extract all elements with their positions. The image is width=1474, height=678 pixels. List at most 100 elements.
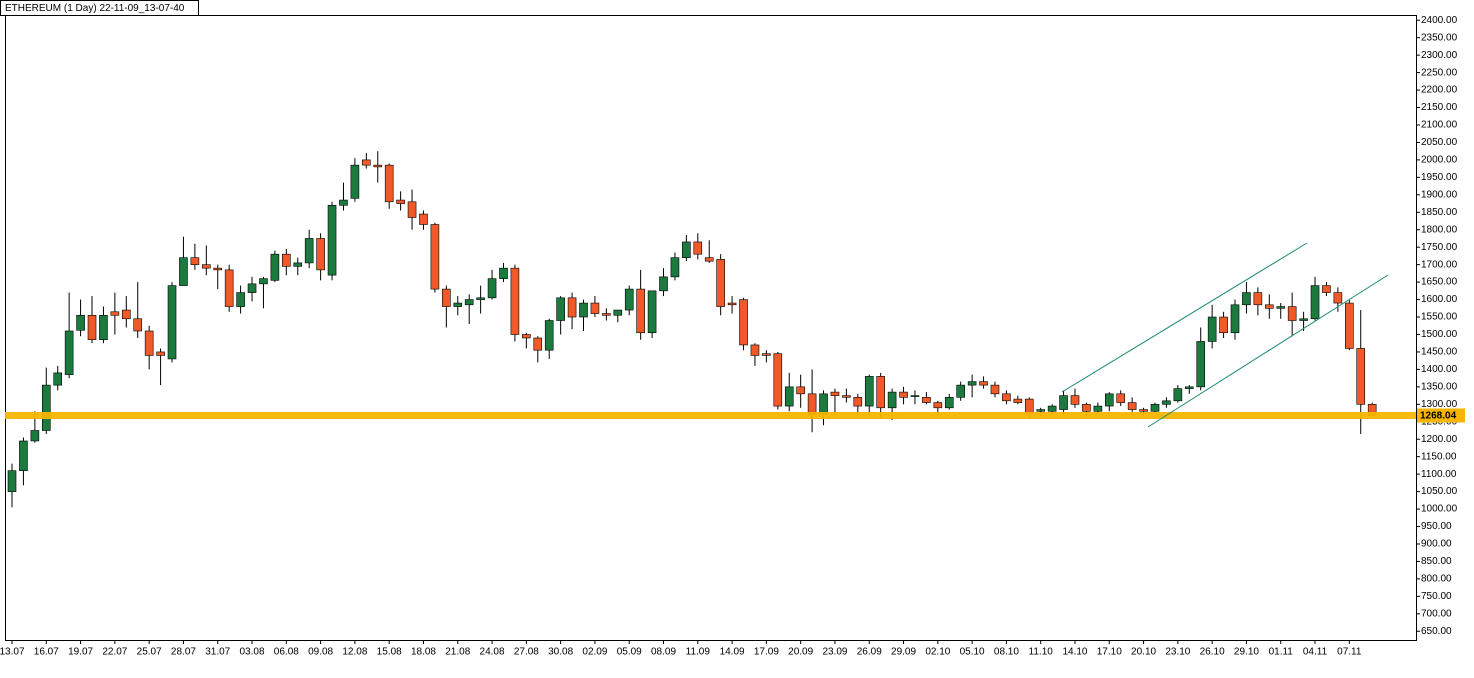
candle-body xyxy=(304,238,314,264)
price-tag xyxy=(1417,408,1465,423)
candle-body xyxy=(602,313,611,316)
x-tick-label: 26.10 xyxy=(1200,647,1225,658)
x-tick-label: 02.10 xyxy=(925,647,950,658)
x-tick-label: 17.10 xyxy=(1097,647,1122,658)
candle-body xyxy=(1127,402,1137,410)
y-tick-label: 650.00 xyxy=(1421,626,1452,637)
candle-body xyxy=(1082,404,1091,412)
y-tick-label: 1850.00 xyxy=(1421,207,1458,218)
candle-body xyxy=(1287,306,1297,321)
candle-body xyxy=(1024,398,1034,414)
candle-body xyxy=(704,257,714,262)
candle-body xyxy=(944,397,954,409)
candle-body xyxy=(499,267,508,279)
candle-body xyxy=(1333,292,1343,304)
candle-body xyxy=(899,391,908,398)
candle-body xyxy=(727,302,737,306)
candle-body xyxy=(270,253,280,281)
x-tick-label: 11.09 xyxy=(686,647,711,658)
candle-body xyxy=(773,353,783,407)
x-tick-label: 21.08 xyxy=(445,647,470,658)
candle-body xyxy=(30,430,40,442)
x-tick-label: 15.08 xyxy=(377,647,402,658)
x-tick-label: 27.08 xyxy=(514,647,539,658)
candle-body xyxy=(693,241,703,255)
candle-body xyxy=(1345,302,1354,349)
candle-body xyxy=(624,288,634,311)
y-tick-label: 1300.00 xyxy=(1421,399,1458,410)
x-tick-label: 19.07 xyxy=(68,647,93,658)
x-tick-label: 14.09 xyxy=(720,647,745,658)
y-tick-label: 1650.00 xyxy=(1421,277,1458,288)
candle-body xyxy=(922,397,931,403)
candle-body xyxy=(716,259,725,307)
x-tick-label: 17.09 xyxy=(754,647,779,658)
x-tick-label: 07.11 xyxy=(1337,647,1362,658)
candle-body xyxy=(316,238,325,271)
candle-body xyxy=(1173,388,1183,402)
candle-body xyxy=(556,297,565,321)
x-tick-label: 11.10 xyxy=(1029,647,1054,658)
candle-body xyxy=(453,302,463,307)
candle-body xyxy=(647,290,657,334)
chart-title: ETHEREUM (1 Day) 22-11-09_13-07-40 xyxy=(5,3,185,14)
y-tick-label: 2150.00 xyxy=(1421,102,1458,113)
candle-body xyxy=(236,292,245,307)
candle-body xyxy=(373,164,383,168)
candle-body xyxy=(76,314,85,331)
candle-body xyxy=(1184,386,1194,389)
candle-body xyxy=(533,337,543,351)
candle-body xyxy=(430,224,440,290)
x-tick-label: 08.10 xyxy=(994,647,1019,658)
x-tick-label: 14.10 xyxy=(1062,647,1087,658)
candle-body xyxy=(990,384,1000,395)
candle-body xyxy=(19,440,28,471)
candle-body xyxy=(64,330,74,375)
candle-body xyxy=(339,199,348,206)
candle-body xyxy=(819,393,828,416)
candle-body xyxy=(327,204,337,276)
y-tick-label: 800.00 xyxy=(1421,574,1452,585)
plot-frame xyxy=(5,15,1417,641)
candle-body xyxy=(613,309,623,316)
candle-body xyxy=(362,159,371,166)
y-tick-label: 1350.00 xyxy=(1421,381,1458,392)
y-tick-label: 1900.00 xyxy=(1421,189,1458,200)
candle-body xyxy=(1310,285,1320,320)
candle-body xyxy=(464,299,474,306)
candle-body xyxy=(1150,404,1160,412)
x-tick-label: 20.09 xyxy=(788,647,813,658)
candle-body xyxy=(1002,393,1011,402)
candle-body xyxy=(202,264,211,269)
candle-body xyxy=(967,381,977,386)
y-tick-label: 1450.00 xyxy=(1421,347,1458,358)
candle-body xyxy=(682,241,691,258)
candle-body xyxy=(636,288,645,334)
candle-body xyxy=(1093,405,1103,412)
x-tick-label: 05.09 xyxy=(617,647,642,658)
x-tick-label: 05.10 xyxy=(960,647,985,658)
candle-body xyxy=(1230,304,1240,334)
x-tick-label: 06.08 xyxy=(274,647,299,658)
candle-body xyxy=(110,311,120,316)
candle-body xyxy=(590,302,600,314)
price-tag-label: 1268.04 xyxy=(1420,411,1457,422)
y-tick-label: 1550.00 xyxy=(1421,312,1458,323)
y-tick-label: 1400.00 xyxy=(1421,364,1458,375)
x-tick-label: 16.07 xyxy=(34,647,59,658)
candle-body xyxy=(910,395,920,397)
y-tick-label: 1000.00 xyxy=(1421,504,1458,515)
candle-body xyxy=(579,302,588,318)
candle-body xyxy=(933,402,943,409)
candle-body xyxy=(1116,393,1126,403)
candle-body xyxy=(1059,395,1068,410)
candle-body xyxy=(190,257,200,265)
candle-body xyxy=(487,278,497,299)
candle-body xyxy=(739,299,748,346)
candle-body xyxy=(259,278,268,285)
x-tick-label: 31.07 xyxy=(205,647,230,658)
candle-body xyxy=(384,164,394,203)
candle-body xyxy=(1139,409,1148,412)
